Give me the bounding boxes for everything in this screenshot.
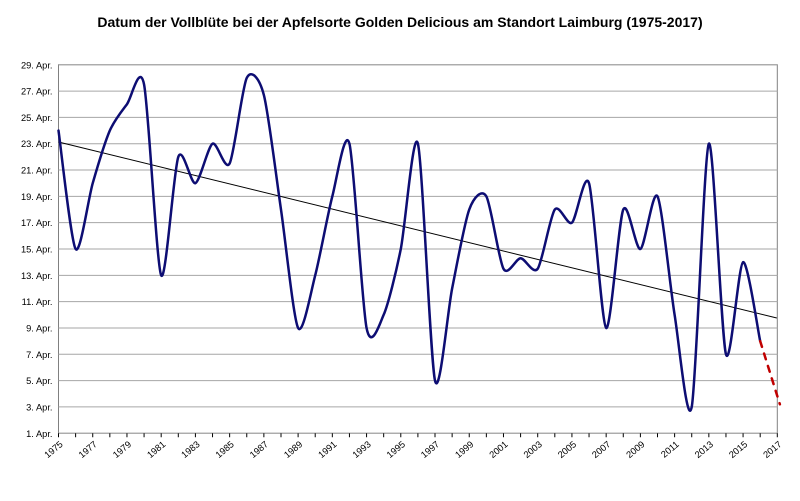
svg-text:1975: 1975 (43, 439, 65, 460)
svg-text:2009: 2009 (624, 439, 646, 460)
svg-text:27. Apr.: 27. Apr. (21, 87, 53, 97)
svg-text:2003: 2003 (522, 439, 544, 460)
svg-text:1. Apr.: 1. Apr. (26, 429, 52, 439)
svg-text:17. Apr.: 17. Apr. (21, 218, 53, 228)
svg-text:3. Apr.: 3. Apr. (26, 402, 52, 412)
svg-text:1999: 1999 (453, 439, 475, 460)
svg-text:21. Apr.: 21. Apr. (21, 166, 53, 176)
svg-text:1981: 1981 (145, 439, 167, 460)
svg-text:13. Apr.: 13. Apr. (21, 271, 53, 281)
svg-text:15. Apr.: 15. Apr. (21, 245, 53, 255)
svg-text:2015: 2015 (727, 439, 749, 460)
svg-text:9. Apr.: 9. Apr. (26, 323, 52, 333)
svg-text:11. Apr.: 11. Apr. (22, 297, 53, 307)
svg-text:1991: 1991 (316, 439, 338, 460)
svg-text:1985: 1985 (214, 439, 236, 460)
svg-text:1983: 1983 (179, 439, 201, 460)
svg-text:2007: 2007 (590, 439, 612, 460)
svg-text:1993: 1993 (351, 439, 373, 460)
svg-text:2011: 2011 (659, 439, 681, 460)
svg-text:1989: 1989 (282, 439, 304, 460)
svg-text:1987: 1987 (248, 439, 270, 460)
svg-text:1995: 1995 (385, 439, 407, 460)
svg-text:29. Apr.: 29. Apr. (21, 60, 53, 70)
svg-text:2017: 2017 (761, 439, 783, 460)
svg-text:25. Apr.: 25. Apr. (21, 113, 53, 123)
svg-text:7. Apr.: 7. Apr. (26, 350, 52, 360)
svg-text:1997: 1997 (419, 439, 441, 460)
svg-text:1979: 1979 (111, 439, 133, 460)
svg-text:2005: 2005 (556, 439, 578, 460)
svg-text:2013: 2013 (693, 439, 715, 460)
svg-text:19. Apr.: 19. Apr. (21, 192, 53, 202)
svg-text:23. Apr.: 23. Apr. (21, 139, 53, 149)
svg-text:5. Apr.: 5. Apr. (26, 376, 52, 386)
svg-text:2001: 2001 (487, 439, 509, 460)
svg-text:1977: 1977 (77, 439, 99, 460)
